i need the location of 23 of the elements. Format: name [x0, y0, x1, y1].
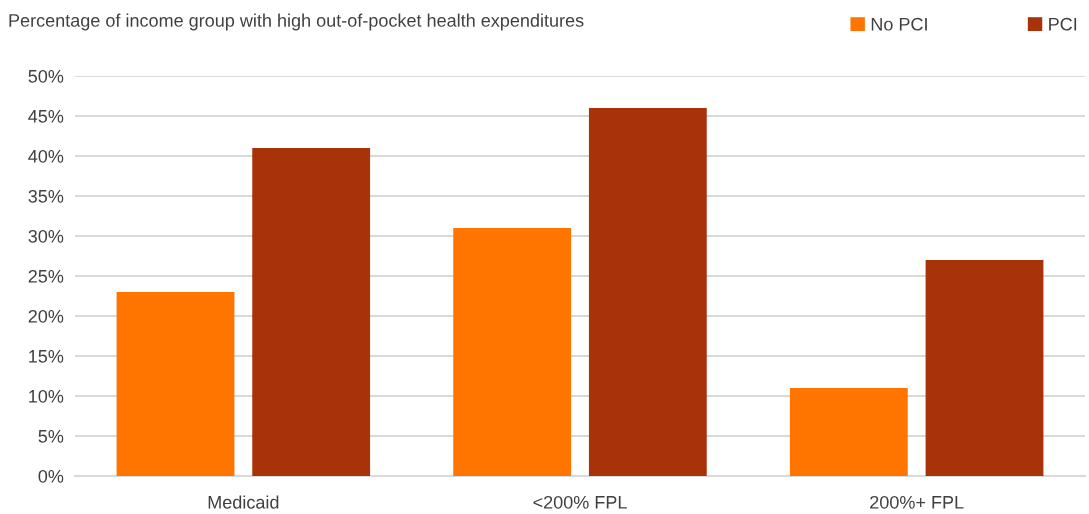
y-tick-label: 30% [28, 229, 64, 243]
y-tick-label: 35% [28, 189, 64, 203]
legend-label: PCI [1049, 17, 1077, 31]
chart-title: Percentage of income group with high out-of-pocket health expenditures [9, 13, 584, 31]
y-tick-label: 0% [38, 469, 64, 483]
bar [789, 388, 908, 476]
bar [588, 108, 707, 476]
y-tick-label: 5% [38, 430, 64, 443]
y-tick-label: 10% [29, 389, 64, 403]
y-tick-label: 45% [28, 110, 64, 123]
x-tick-label: 200%+ FPL [870, 495, 964, 509]
x-tick-label: Medicaid [208, 495, 279, 509]
y-tick-label: 20% [28, 309, 64, 323]
y-tick-label: 50% [28, 69, 64, 83]
y-tick-label: 15% [29, 350, 64, 363]
bar [252, 148, 371, 476]
bar [925, 260, 1044, 476]
y-tick-label: 40% [28, 149, 64, 163]
y-tick-label: 25% [28, 269, 64, 283]
bar [116, 292, 235, 476]
x-tick-label: <200% FPL [533, 495, 627, 509]
bar [453, 228, 572, 476]
legend-label: No PCI [871, 17, 927, 31]
